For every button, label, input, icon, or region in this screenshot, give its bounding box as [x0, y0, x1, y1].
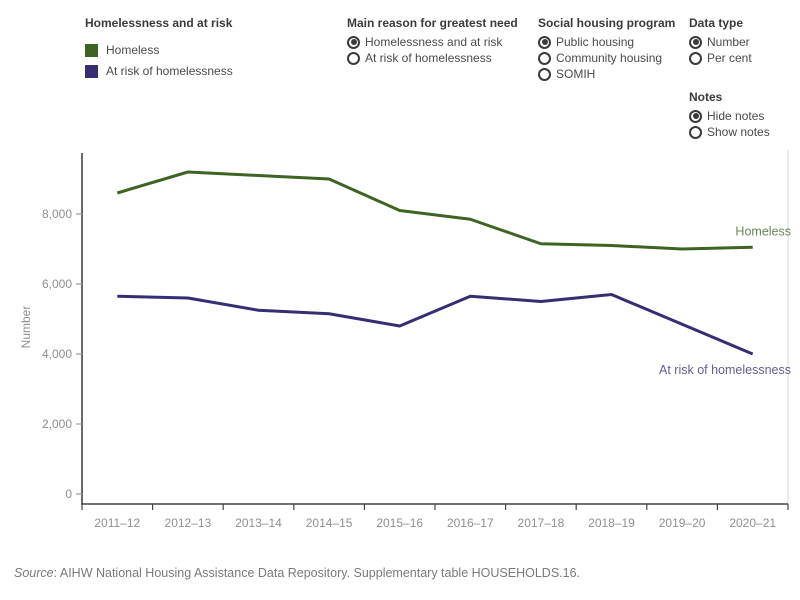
- y-tick-label: 8,000: [42, 207, 72, 221]
- radio-option-community-housing[interactable]: Community housing: [538, 51, 675, 65]
- radio-button-icon[interactable]: [538, 35, 551, 49]
- control-main-reason: Main reason for greatest need Homelessne…: [347, 16, 518, 67]
- control-title: Data type: [689, 16, 744, 30]
- legend-item-homeless: Homeless: [85, 43, 233, 57]
- control-data-type: Data type Number Per cent: [689, 16, 752, 67]
- radio-button-icon[interactable]: [689, 125, 702, 139]
- source-label: Source: [14, 566, 54, 580]
- x-tick-label: 2012–13: [165, 516, 212, 530]
- control-notes: Notes Hide notes Show notes: [689, 90, 770, 141]
- radio-option-somih[interactable]: SOMIH: [538, 67, 675, 81]
- legend-item-label: At risk of homelessness: [106, 64, 233, 78]
- radio-label: Public housing: [556, 35, 635, 49]
- x-tick-label: 2020–21: [729, 516, 776, 530]
- x-tick-label: 2016–17: [447, 516, 494, 530]
- radio-button-icon[interactable]: [538, 67, 551, 81]
- x-tick-label: 2015–16: [376, 516, 423, 530]
- control-title: Notes: [689, 90, 723, 104]
- y-tick-label: 4,000: [42, 347, 72, 361]
- radio-label: Show notes: [707, 125, 770, 139]
- radio-button-icon[interactable]: [538, 51, 551, 65]
- legend-title: Homelessness and at risk: [85, 16, 233, 30]
- at-risk-swatch-icon: [85, 64, 98, 78]
- radio-label: Hide notes: [707, 109, 765, 123]
- radio-label: Per cent: [707, 51, 752, 65]
- series-line-at-risk-of-homelessness[interactable]: [117, 293, 754, 356]
- radio-label: Community housing: [556, 51, 663, 65]
- color-legend: Homelessness and at risk Homeless At ris…: [85, 16, 233, 85]
- radio-button-icon[interactable]: [689, 35, 702, 49]
- source-text: : AIHW National Housing Assistance Data …: [53, 566, 581, 580]
- series-end-label-at-risk-of-homelessness: At risk of homelessness: [659, 363, 791, 377]
- series-line-homeless[interactable]: [116, 170, 753, 251]
- radio-button-icon[interactable]: [347, 35, 360, 49]
- radio-button-icon[interactable]: [689, 109, 702, 123]
- homeless-swatch-icon: [85, 43, 98, 57]
- radio-label: Homelessness and at risk: [365, 35, 503, 49]
- radio-option-hide-notes[interactable]: Hide notes: [689, 109, 770, 123]
- radio-label: SOMIH: [556, 67, 596, 81]
- x-tick-label: 2017–18: [518, 516, 565, 530]
- radio-label: Number: [707, 35, 750, 49]
- series-end-label-homeless: Homeless: [735, 224, 791, 238]
- radio-button-icon[interactable]: [347, 51, 360, 65]
- control-social-housing-program: Social housing program Public housing Co…: [538, 16, 675, 83]
- x-tick-label: 2019–20: [659, 516, 706, 530]
- x-tick-label: 2014–15: [306, 516, 353, 530]
- radio-button-icon[interactable]: [689, 51, 702, 65]
- x-tick-label: 2013–14: [235, 516, 282, 530]
- x-tick-label: 2011–12: [94, 516, 140, 530]
- y-tick-label: 0: [65, 487, 72, 501]
- legend-item-label: Homeless: [106, 43, 160, 57]
- y-tick-label: 2,000: [42, 417, 72, 431]
- x-tick-label: 2018–19: [588, 516, 635, 530]
- radio-option-public-housing[interactable]: Public housing: [538, 35, 675, 49]
- y-tick-label: 6,000: [42, 277, 72, 291]
- radio-option-number[interactable]: Number: [689, 35, 752, 49]
- control-title: Main reason for greatest need: [347, 16, 518, 30]
- control-title: Social housing program: [538, 16, 676, 30]
- legend-item-at-risk: At risk of homelessness: [85, 64, 233, 78]
- y-axis-title: Number: [19, 306, 33, 349]
- source-note: Source: AIHW National Housing Assistance…: [14, 566, 580, 580]
- radio-option-per-cent[interactable]: Per cent: [689, 51, 752, 65]
- radio-option-homelessness-and-at-risk[interactable]: Homelessness and at risk: [347, 35, 518, 49]
- radio-option-at-risk-of-homelessness[interactable]: At risk of homelessness: [347, 51, 518, 65]
- radio-option-show-notes[interactable]: Show notes: [689, 125, 770, 139]
- radio-label: At risk of homelessness: [365, 51, 492, 65]
